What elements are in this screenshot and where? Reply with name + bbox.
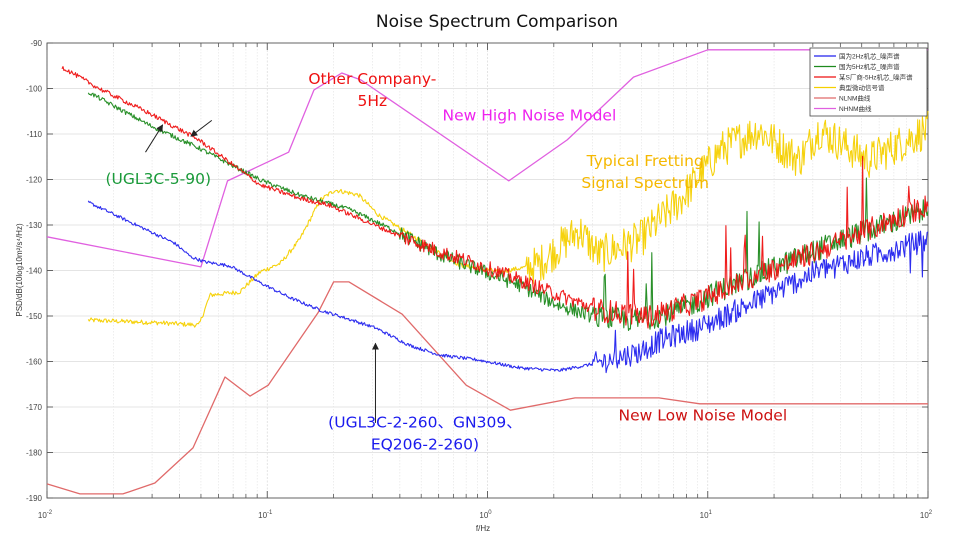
x-axis-label: f/Hz [476, 524, 490, 533]
annotation-line: Typical Fretting [586, 152, 704, 170]
x-tick-label: 100 [479, 510, 492, 520]
annotation-ugl3c-5-90: (UGL3C-5-90) [105, 170, 211, 188]
y-tick-label: -130 [26, 221, 43, 230]
x-tick-label: 102 [920, 510, 933, 520]
y-axis-label: PSD/dB(10log10m²/s⁴/Hz) [15, 223, 24, 317]
chart-title: Noise Spectrum Comparison [376, 12, 618, 32]
series-line-2 [61, 66, 929, 329]
legend-entry-3: 典型微动信号谱 [839, 83, 885, 92]
x-tick-label: 101 [700, 510, 713, 520]
y-tick-label: -160 [26, 358, 43, 367]
annotation-line: New Low Noise Model [619, 407, 788, 425]
legend: 国为2Hz机芯_噪声谱国为5Hz机芯_噪声谱某S厂商-5Hz机芯_噪声谱典型微动… [809, 47, 928, 117]
legend-entry-0: 国为2Hz机芯_噪声谱 [839, 51, 900, 60]
series-line-1 [87, 92, 929, 332]
y-tick-label: -100 [26, 85, 43, 94]
x-tick-label: 10-2 [38, 510, 53, 520]
axes: 10-2 10-1 100 101 102 -90 -100 -110 -120 -130 -140… [26, 39, 933, 520]
y-tick-label: -110 [27, 130, 43, 139]
annotation-line: New High Noise Model [443, 106, 617, 124]
y-tick-label: -140 [26, 267, 43, 276]
y-tick-label: -170 [26, 403, 43, 412]
annotation-line: EQ206-2-260) [371, 435, 479, 453]
annotation-other-company: Other Company- 5Hz [308, 70, 436, 110]
annotation-line: Signal Spectrum [581, 174, 709, 192]
annotation-line: Other Company- [308, 70, 436, 88]
series-line-0 [87, 200, 929, 374]
y-tick-label: -150 [26, 312, 43, 321]
arrow-other-company [190, 119, 213, 137]
annotation-line: (UGL3C-2-260、GN309、 [328, 413, 522, 431]
annotation-new-low-noise-model: New Low Noise Model [619, 407, 788, 425]
series-line-4 [46, 281, 928, 495]
legend-entry-1: 国为5Hz机芯_噪声谱 [839, 62, 900, 71]
arrow-ugl3c-5-90 [145, 124, 164, 153]
legend-box [809, 47, 928, 117]
legend-entry-2: 某S厂商-5Hz机芯_噪声谱 [839, 72, 913, 81]
annotation-line: 5Hz [358, 92, 388, 110]
annotation-line: (UGL3C-5-90) [105, 170, 211, 188]
y-tick-label: -120 [26, 176, 43, 185]
x-tick-label: 10-1 [258, 510, 273, 520]
y-tick-label: -180 [26, 449, 43, 458]
series-group [46, 49, 929, 495]
annotations-group: Other Company- 5Hz (UGL3C-5-90) New High No… [105, 70, 787, 454]
annotation-ugl3c-2-260: (UGL3C-2-260、GN309、 EQ206-2-260) [328, 413, 522, 453]
series-line-5 [46, 49, 928, 268]
legend-entry-5: NHNM曲线 [839, 104, 872, 113]
y-tick-label: -190 [26, 494, 43, 503]
legend-entry-4: NLNM曲线 [839, 93, 871, 102]
annotation-typical-fretting: Typical Fretting Signal Spectrum [581, 152, 709, 192]
y-tick-label: -90 [30, 39, 42, 48]
annotation-new-high-noise-model: New High Noise Model [443, 106, 617, 124]
